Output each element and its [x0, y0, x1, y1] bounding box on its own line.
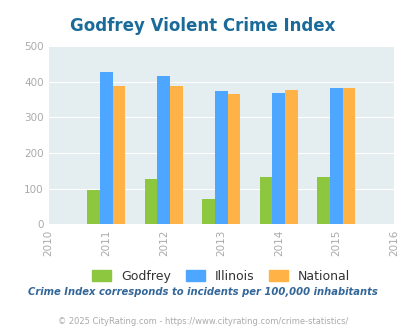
Bar: [100, 72, 112, 224]
Text: © 2025 CityRating.com - https://www.cityrating.com/crime-statistics/: © 2025 CityRating.com - https://www.city…: [58, 317, 347, 326]
Bar: [157, 77, 170, 224]
Bar: [329, 88, 342, 224]
Bar: [145, 180, 157, 224]
Text: Godfrey Violent Crime Index: Godfrey Violent Crime Index: [70, 17, 335, 35]
Bar: [112, 86, 125, 224]
Bar: [317, 177, 329, 224]
Bar: [272, 92, 284, 224]
Bar: [202, 199, 214, 224]
Bar: [214, 91, 227, 224]
Bar: [342, 88, 354, 224]
Bar: [170, 86, 182, 224]
Bar: [227, 94, 240, 224]
Bar: [87, 190, 100, 224]
Bar: [259, 177, 272, 224]
Text: Crime Index corresponds to incidents per 100,000 inhabitants: Crime Index corresponds to incidents per…: [28, 287, 377, 297]
Bar: [284, 90, 297, 224]
Legend: Godfrey, Illinois, National: Godfrey, Illinois, National: [92, 270, 350, 283]
